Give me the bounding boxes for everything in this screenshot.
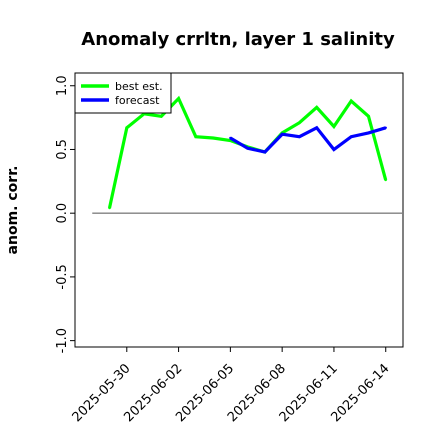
series-point — [298, 135, 301, 138]
plot-frame — [74, 72, 404, 348]
legend-label: forecast — [115, 94, 160, 107]
series-point — [384, 126, 387, 129]
y-tick-label: 0.0 — [55, 203, 70, 224]
series-point — [263, 150, 267, 154]
y-tick-label: -1.0 — [55, 328, 70, 353]
series-point — [229, 136, 232, 140]
series-point — [125, 126, 128, 129]
y-axis-label: anom. corr. — [5, 166, 21, 255]
series-point — [315, 126, 318, 129]
series-point — [280, 132, 284, 136]
series-point — [367, 115, 370, 118]
series-point — [160, 115, 163, 118]
series-point — [194, 135, 198, 138]
plot-area: 1.00.50.0-0.5-1.02025-05-302025-06-02202… — [55, 72, 404, 425]
series-point — [350, 99, 353, 103]
series-point — [108, 206, 111, 210]
legend: best est.forecast — [74, 72, 172, 114]
y-tick-label: -0.5 — [55, 264, 70, 289]
series-point — [298, 121, 301, 124]
series-point — [211, 136, 215, 140]
series-point — [177, 97, 180, 100]
series-point — [332, 125, 336, 128]
legend-box — [74, 72, 172, 114]
y-tick-label: 1.0 — [55, 75, 70, 96]
series-point — [315, 106, 318, 109]
series-point — [384, 178, 387, 182]
legend-label: best est. — [115, 80, 163, 93]
series-point — [367, 131, 370, 135]
series-point — [246, 146, 249, 150]
series-line — [107, 95, 388, 209]
series-point — [350, 135, 353, 138]
y-tick-label: 0.5 — [55, 139, 70, 160]
series-line — [229, 125, 387, 154]
chart-title: Anomaly crrltn, layer 1 salinity — [81, 29, 395, 50]
series-point — [332, 148, 336, 151]
